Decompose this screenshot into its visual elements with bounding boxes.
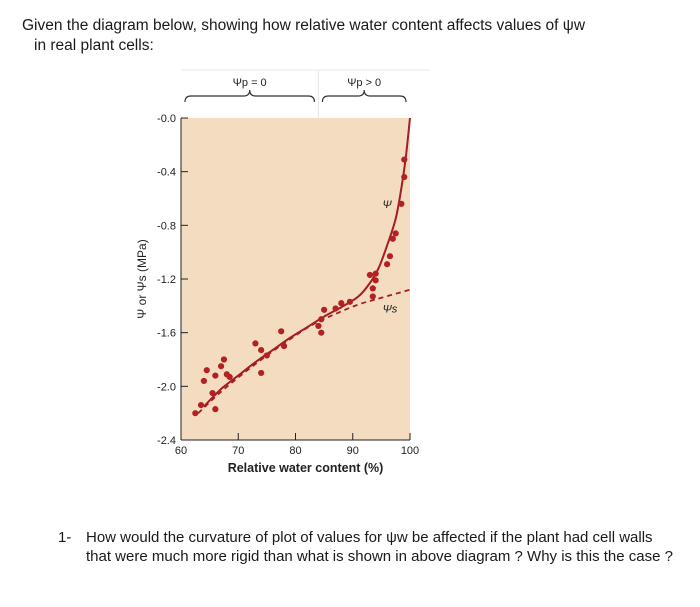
data-point (263, 352, 270, 359)
data-point (226, 373, 233, 381)
question-block: 1- How would the curvature of plot of va… (58, 528, 678, 566)
question-text: How would the curvature of plot of value… (86, 529, 673, 565)
data-point (401, 156, 408, 163)
data-point (192, 410, 199, 417)
pressure-region-bracket (184, 89, 315, 103)
y-tick-label: -2.4 (157, 435, 176, 447)
y-tick-label: -2.0 (157, 381, 176, 393)
data-point (392, 230, 399, 237)
data-point (332, 305, 339, 312)
y-tick-label: -1.2 (157, 274, 176, 286)
data-point (212, 372, 219, 379)
data-point (372, 277, 379, 284)
water-potential-chart: Ψp = 0 Ψp > 0 -0.0 -0.4 -0.8 -1.2 -1.6 -2.0 -2.… (135, 69, 430, 475)
data-point (258, 369, 265, 377)
x-tick-label: 70 (232, 445, 244, 457)
question-number: 1- (58, 529, 72, 546)
data-point (197, 402, 205, 409)
data-point (280, 342, 288, 350)
data-point (346, 298, 353, 305)
data-point (389, 235, 396, 242)
data-point (338, 300, 345, 307)
data-point (217, 363, 225, 370)
data-point (398, 200, 405, 207)
data-point (220, 356, 228, 363)
pressure-region-bracket (321, 89, 407, 103)
data-point (372, 270, 379, 277)
pressure-region-label: Ψp > 0 (347, 77, 381, 89)
intro-line-1: Given the diagram below, showing how rel… (22, 17, 586, 34)
series-line-psi (203, 117, 411, 408)
data-point (315, 322, 322, 330)
annotations: Ψ Ψs (383, 199, 398, 316)
intro-text: Given the diagram below, showing how rel… (22, 16, 662, 56)
data-point (321, 306, 328, 313)
data-point (386, 253, 394, 260)
data-point (318, 329, 325, 336)
pressure-region-brackets: Ψp = 0 Ψp > 0 (181, 69, 430, 103)
series-line-psi-s (197, 288, 411, 414)
data-point (401, 173, 408, 181)
data-point (278, 328, 285, 335)
intro-line-2: in real plant cells: (34, 37, 154, 54)
data-point (318, 316, 325, 323)
data-point (258, 347, 265, 354)
axes: -0.0 -0.4 -0.8 -1.2 -1.6 -2.0 -2.460 70 80 90 100 (157, 113, 419, 457)
x-tick-label: 90 (347, 445, 359, 457)
y-tick-label: -0.4 (157, 167, 176, 179)
y-tick-label: -0.0 (157, 113, 176, 125)
series-annotation: Ψ (383, 199, 393, 211)
x-tick-label: 80 (289, 445, 301, 457)
x-axis-label: Relative water content (%) (228, 461, 384, 475)
data-point (252, 340, 259, 347)
y-axis-label: Ψ or Ψs (MPa) (135, 239, 149, 318)
data-point (200, 377, 207, 385)
data-point (212, 406, 219, 413)
x-tick-label: 100 (401, 445, 419, 457)
data-point (366, 271, 374, 279)
data-point (384, 261, 391, 268)
x-tick-label: 60 (175, 445, 187, 457)
series-annotation: Ψs (383, 304, 398, 316)
data-point (203, 367, 210, 374)
y-tick-label: -0.8 (157, 220, 176, 232)
data-point (369, 285, 376, 292)
data-point (369, 293, 376, 300)
y-tick-label: -1.6 (157, 328, 176, 340)
data-points (192, 156, 408, 417)
series-layer (197, 117, 411, 414)
data-point (209, 389, 216, 397)
pressure-region-label: Ψp = 0 (233, 77, 267, 89)
